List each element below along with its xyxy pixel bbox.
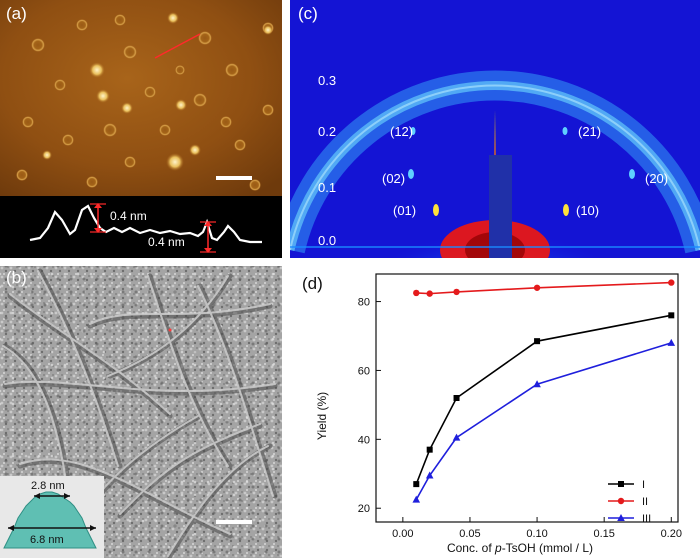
peak-02: (02)	[382, 171, 405, 186]
peak-12: (12)	[390, 124, 413, 139]
x-tick-label: 0.05	[459, 528, 480, 540]
y-axis-ticks: 0.3 0.2 0.1 0.0	[318, 73, 336, 248]
legend-label-III: III	[642, 513, 651, 525]
y-tick-label: 40	[358, 434, 370, 446]
panel-c: 0.3 0.2 0.1 0.0 (12) (21) (02) (20) (01)…	[290, 0, 700, 258]
chart-xlabel: Conc. of p-TsOH (mmol / L)	[447, 541, 593, 555]
panel-d: (d) 0.00 0.05 0.10 0.15 0.20 20 40 60 80 I II III …	[290, 266, 700, 558]
peak-21: (21)	[578, 124, 601, 139]
panel-c-label: (c)	[298, 4, 318, 23]
y-tick-label: 20	[358, 503, 370, 515]
bragg-spots	[408, 127, 635, 216]
legend-marker-III	[617, 514, 625, 521]
afm-ring-features	[16, 14, 274, 191]
panel-b-label: (b)	[6, 268, 27, 287]
data-point-III	[412, 495, 421, 503]
y-tick-0.0: 0.0	[318, 233, 336, 248]
data-point-I	[426, 446, 433, 453]
peak-20: (20)	[645, 171, 668, 186]
peak-01: (01)	[393, 203, 416, 218]
legend-label-I: I	[642, 479, 645, 491]
beam-stop	[489, 155, 512, 258]
scale-bar	[216, 520, 252, 524]
y-tick-0.3: 0.3	[318, 73, 336, 88]
legend-label-II: II	[642, 496, 648, 508]
data-point-II	[413, 289, 420, 297]
data-point-II	[426, 290, 433, 297]
peak-labels: (12) (21) (02) (20) (01) (10)	[382, 124, 668, 218]
data-point-III	[533, 380, 541, 388]
chart-ylabel: Yield (%)	[315, 392, 329, 440]
y-tick-0.2: 0.2	[318, 124, 336, 139]
legend-marker-I	[618, 481, 624, 487]
data-point-I	[668, 312, 675, 319]
sem-fibers	[2, 268, 278, 558]
plot-frame	[375, 273, 679, 523]
data-point-III	[667, 338, 676, 346]
data-point-II	[668, 279, 675, 286]
panel-d-label: (d)	[302, 274, 323, 293]
scale-bar	[216, 176, 252, 180]
x-tick-label: 0.10	[526, 528, 547, 540]
panel-a: 0.4 nm 0.4 nm (a)	[0, 0, 282, 258]
x-tick-label: 0.20	[661, 528, 682, 540]
y-tick-label: 80	[358, 297, 370, 309]
inset-label-top: 2.8 nm	[31, 480, 65, 492]
peak-10: (10)	[576, 203, 599, 218]
legend-marker-II	[617, 497, 625, 505]
y-tick-0.1: 0.1	[318, 180, 336, 195]
x-tick-label: 0.00	[392, 528, 413, 540]
data-point-III	[452, 433, 461, 441]
series-line-III	[415, 342, 672, 501]
data-point-II	[533, 284, 541, 291]
data-point-I	[534, 338, 541, 345]
height-profile: 0.4 nm 0.4 nm	[29, 203, 262, 253]
panel-a-label: (a)	[6, 4, 27, 23]
sem-inset: 2.8 nm 6.8 nm	[0, 476, 104, 558]
profile-label-1: 0.4 nm	[110, 209, 147, 223]
data-point-II	[453, 288, 460, 296]
data-point-III	[425, 471, 434, 479]
x-tick-label: 0.15	[593, 528, 614, 540]
afm-image: 0.4 nm 0.4 nm	[0, 0, 282, 253]
inset-label-bottom: 6.8 nm	[30, 534, 64, 546]
giwaxs-pattern: 0.3 0.2 0.1 0.0 (12) (21) (02) (20) (01)…	[290, 0, 700, 258]
y-tick-label: 60	[358, 365, 370, 377]
data-point-I	[413, 481, 420, 488]
profile-line	[154, 33, 201, 59]
data-point-I	[453, 395, 460, 401]
sem-image: 2.8 nm 6.8 nm	[0, 266, 282, 558]
profile-label-2: 0.4 nm	[148, 235, 185, 249]
afm-bright-dots	[42, 12, 273, 171]
panel-b: 2.8 nm 6.8 nm (b)	[0, 266, 282, 558]
